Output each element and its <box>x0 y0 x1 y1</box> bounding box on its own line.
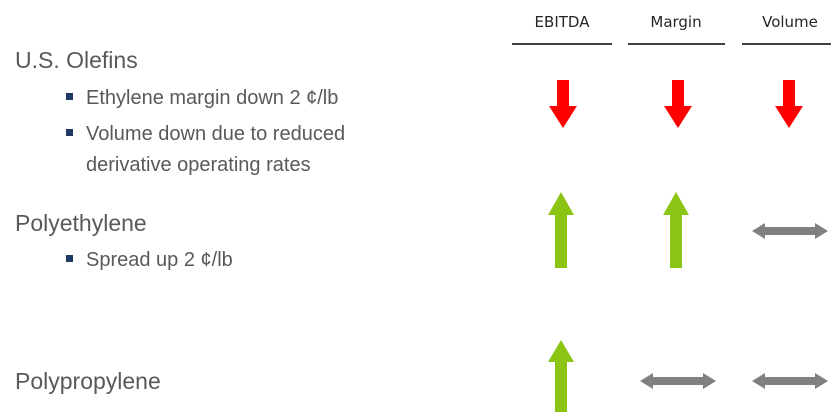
bullet <box>66 129 73 136</box>
arrow-flat <box>640 373 716 389</box>
arrow-flat <box>752 223 828 239</box>
arrow-down <box>664 80 692 128</box>
arrow-up <box>548 340 574 412</box>
section-title: Polyethylene <box>15 210 147 236</box>
section-title: U.S. Olefins <box>15 47 138 73</box>
arrow-up <box>663 192 689 268</box>
bullet-text: Volume down due to reduced <box>86 123 345 145</box>
bullet-text: Spread up 2 ¢/lb <box>86 249 233 271</box>
column-header: Margin <box>650 13 701 31</box>
arrow-down <box>549 80 577 128</box>
arrow-flat <box>752 373 828 389</box>
section-title: Polypropylene <box>15 368 161 394</box>
arrow-up <box>548 192 574 268</box>
column-header: Volume <box>762 13 818 31</box>
bullet <box>66 93 73 100</box>
bullet <box>66 255 73 262</box>
bullet-text: Ethylene margin down 2 ¢/lb <box>86 87 338 109</box>
arrow-down <box>775 80 803 128</box>
bullet-text: derivative operating rates <box>86 154 311 176</box>
column-header: EBITDA <box>535 13 591 31</box>
